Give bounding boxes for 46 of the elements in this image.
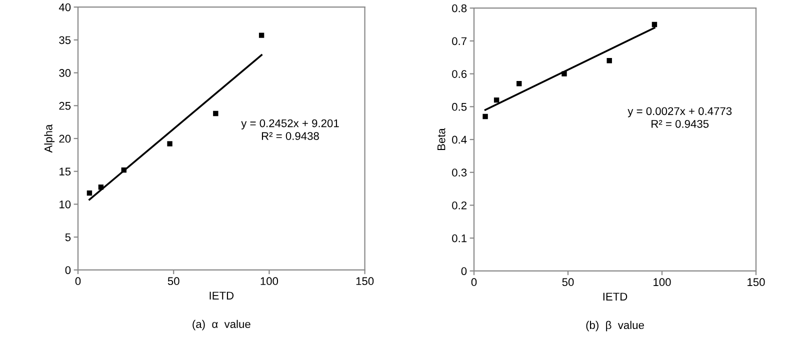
y-tick-label: 40 (58, 3, 71, 12)
y-tick-label: 0.5 (452, 102, 467, 111)
y-axis-title: Beta (437, 128, 446, 150)
x-tick-label: 100 (260, 277, 278, 286)
y-tick-label: 15 (60, 168, 71, 176)
x-axis-title: IETD (603, 292, 628, 300)
y-tick-label: 0 (461, 267, 467, 276)
y-tick-label: 0.8 (452, 4, 467, 12)
point (482, 114, 488, 120)
x-axis-title: IETD (210, 292, 234, 300)
point (121, 167, 126, 173)
point (516, 81, 522, 86)
point (167, 141, 172, 146)
text: (b) β value (586, 320, 644, 332)
y-tick-label: 5 (65, 233, 71, 242)
point (86, 190, 92, 196)
y-tick-label: 10 (60, 200, 71, 208)
x-tick-label: 100 (654, 278, 671, 286)
y-tick-label: 0.4 (452, 136, 467, 144)
point (606, 58, 612, 64)
point (98, 184, 104, 190)
y-tick-label: 0.2 (452, 202, 466, 210)
annotation: y = 0.2452x + 9.201 R² = 0.9438 (241, 119, 339, 140)
x-tick-label: 150 (356, 277, 374, 286)
y-tick-label: 0.3 (452, 168, 467, 177)
annotation: y = 0.0027x + 0.4773 R² = 0.9435 (628, 107, 732, 128)
point (562, 71, 567, 76)
point (652, 22, 658, 28)
y-tick-label: 0.6 (452, 70, 467, 78)
x-tick-label: 0 (75, 277, 81, 286)
y-tick-label: 35 (59, 36, 71, 44)
y-axis-title: Alpha (44, 124, 55, 153)
point (494, 97, 500, 103)
x-tick-label: 150 (748, 278, 765, 286)
y-tick-label: 25 (59, 102, 71, 110)
x-tick-label: 0 (471, 278, 477, 286)
y-tick-label: 0 (65, 266, 71, 274)
x-tick-label: 50 (168, 277, 180, 286)
y-tick-label: 0.7 (452, 37, 466, 46)
y-tick-label: 20 (59, 134, 71, 143)
y-tick-label: 0.1 (452, 234, 467, 242)
y-tick-label: 30 (59, 69, 71, 77)
x-tick-label: 50 (562, 278, 574, 286)
point (258, 32, 264, 38)
text: (a) α value (192, 320, 250, 330)
point (213, 110, 218, 116)
